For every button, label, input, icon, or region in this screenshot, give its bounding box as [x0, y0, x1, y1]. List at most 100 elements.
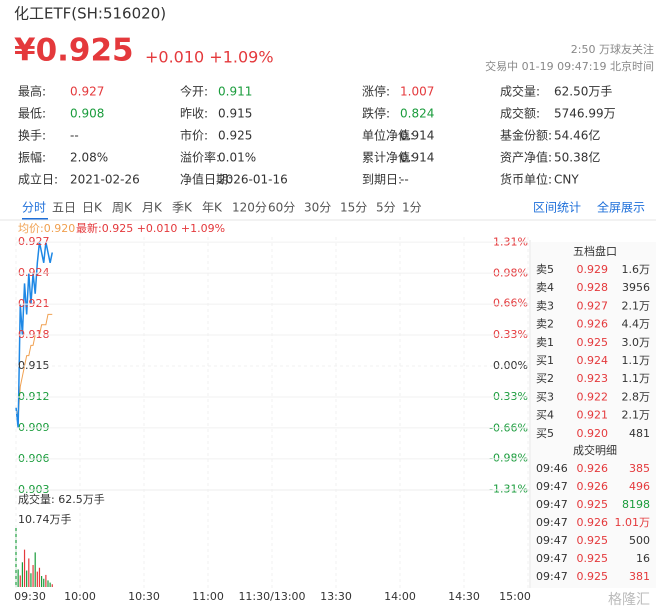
trade-volume: 381	[629, 570, 650, 583]
tab[interactable]: 60分	[268, 201, 295, 215]
x-tick-label: 10:00	[64, 590, 96, 603]
x-tick-label: 14:30	[448, 590, 480, 603]
tab[interactable]: 周K	[112, 201, 133, 215]
stat-value: 50.38亿	[554, 150, 600, 165]
trade-time: 09:47	[536, 516, 568, 529]
ob-label: 卖5	[536, 263, 554, 276]
volume-bar	[47, 580, 49, 587]
stat-label: 净值日期:	[180, 172, 232, 187]
stat-value: 0.914	[400, 129, 434, 143]
trade-volume: 496	[629, 480, 650, 493]
trade-price: 0.926	[577, 462, 609, 475]
trade-time: 09:46	[536, 462, 568, 475]
stat-label: 涨停:	[362, 84, 390, 99]
stat-label: 溢价率:	[180, 150, 220, 165]
volume-bar	[28, 558, 30, 587]
followers[interactable]: 2:50 万球友关注	[571, 42, 654, 56]
ob-label: 买2	[536, 372, 554, 385]
stat-value: CNY	[554, 173, 579, 187]
tab[interactable]: 年K	[202, 201, 223, 215]
ob-price: 0.922	[577, 390, 609, 403]
tab[interactable]: 30分	[304, 201, 331, 215]
orderbook-title: 五档盘口	[573, 244, 617, 258]
stat-value: 0.914	[400, 151, 434, 165]
ob-price: 0.923	[577, 372, 609, 385]
stat-label: 单位净值:	[362, 128, 414, 143]
volume-max: 10.74万手	[18, 512, 72, 526]
tool[interactable]: 全屏展示	[597, 200, 645, 215]
x-tick-label: 10:30	[128, 590, 160, 603]
y2-tick-label: -1.31%	[489, 483, 528, 496]
ob-label: 买1	[536, 354, 554, 367]
ob-volume: 1.1万	[622, 354, 651, 367]
legend-last: 最新:0.925 +0.010 +1.09%	[76, 221, 225, 235]
volume-bar	[45, 574, 47, 587]
tab[interactable]: 15分	[340, 201, 367, 215]
ob-label: 买5	[536, 427, 554, 440]
ob-price: 0.928	[577, 281, 609, 294]
x-tick-label: 13:30	[320, 590, 352, 603]
tab[interactable]: 五日	[52, 201, 76, 215]
volume-bar	[26, 570, 28, 587]
price-change: +0.010 +1.09%	[145, 48, 274, 67]
ob-volume: 3.0万	[622, 336, 651, 349]
x-tick-label: 11:30/13:00	[238, 590, 305, 603]
stat-value: 0.927	[70, 85, 104, 99]
tab[interactable]: 月K	[142, 201, 163, 215]
tab[interactable]: 1分	[402, 201, 422, 215]
ob-label: 买4	[536, 409, 554, 422]
trade-volume: 1.01万	[615, 516, 651, 529]
price: ¥0.925	[14, 33, 134, 69]
stat-label: 今开:	[180, 84, 208, 99]
ob-volume: 4.4万	[622, 318, 651, 331]
trade-price: 0.926	[577, 480, 609, 493]
ob-volume: 1.6万	[622, 263, 651, 276]
ob-label: 卖1	[536, 336, 554, 349]
tab[interactable]: 120分	[232, 201, 267, 215]
stat-label: 资产净值:	[500, 150, 552, 165]
ob-price: 0.925	[577, 336, 609, 349]
stat-value: 54.46亿	[554, 128, 600, 143]
ob-price: 0.921	[577, 409, 609, 422]
stat-label: 最高:	[18, 84, 46, 99]
tool[interactable]: 区间统计	[533, 201, 581, 215]
volume-bar	[30, 573, 32, 587]
trade-volume: 8198	[622, 498, 650, 511]
stat-value: 0.915	[218, 107, 252, 121]
ob-label: 卖4	[536, 281, 554, 294]
tab[interactable]: 日K	[82, 201, 103, 215]
stat-label: 到期日:	[362, 173, 402, 187]
stat-label: 昨收:	[180, 107, 208, 121]
x-tick-label: 14:00	[384, 590, 416, 603]
trade-time: 09:47	[536, 480, 568, 493]
tab[interactable]: 5分	[376, 201, 396, 215]
trade-price: 0.925	[577, 498, 609, 511]
ob-price: 0.927	[577, 299, 609, 312]
tab[interactable]: 分时	[22, 201, 46, 215]
volume-bar	[41, 576, 43, 587]
trade-price: 0.925	[577, 552, 609, 565]
tab[interactable]: 季K	[172, 201, 193, 215]
trades-title: 成交明细	[573, 443, 617, 457]
stat-label: 累计净值:	[362, 150, 414, 165]
ob-label: 卖3	[536, 299, 554, 312]
stat-value: 0.908	[70, 107, 104, 121]
stat-label: 成立日:	[18, 172, 58, 187]
stat-value: 62.50万手	[554, 85, 612, 99]
stat-value: --	[70, 129, 79, 143]
ob-label: 卖2	[536, 318, 554, 331]
stat-value: 5746.99万	[554, 107, 616, 121]
volume-bar	[43, 578, 45, 587]
stat-value: 2.08%	[70, 151, 108, 165]
ob-volume: 481	[629, 427, 650, 440]
stat-value: 2026-01-16	[218, 173, 288, 187]
ob-volume: 3956	[622, 281, 650, 294]
volume-bar	[23, 549, 26, 587]
ob-price: 0.924	[577, 354, 609, 367]
trade-volume: 500	[629, 534, 650, 547]
volume-label: 成交量: 62.5万手	[18, 492, 105, 506]
y-tick-label: 0.915	[18, 359, 50, 372]
volume-bar	[32, 565, 34, 587]
